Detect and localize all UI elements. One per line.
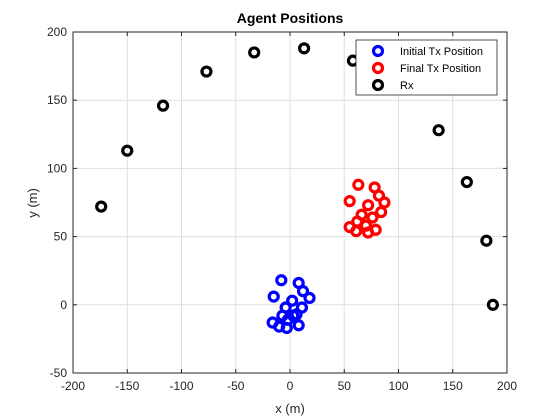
final-tx-point: [366, 211, 379, 224]
initial-tx-point: [303, 291, 316, 305]
final-tx-point: [343, 195, 356, 208]
y-tick-label: 150: [47, 93, 67, 107]
x-tick-label: 0: [287, 379, 294, 393]
initial-tx-point: [292, 319, 305, 332]
initial-tx-point: [267, 290, 280, 303]
legend: Initial Tx Position Final Tx Position Rx: [355, 39, 498, 96]
legend-marker-rx: [371, 78, 385, 92]
axes: [72, 31, 508, 374]
legend-label-initial: Initial Tx Position: [400, 46, 483, 58]
x-tick-label: 50: [338, 379, 352, 393]
initial-tx-point: [286, 294, 299, 307]
legend-marker-initial: [371, 44, 385, 58]
x-axis-title: x (m): [275, 401, 305, 416]
tick-labels: -200 -150 -100 -50 0 50 100 150 200 -50 0 50 100 150 2…: [47, 25, 517, 393]
x-tick-label: 200: [497, 379, 517, 393]
final-tx-point: [350, 225, 363, 238]
legend-marker-final: [371, 61, 385, 75]
rx-point: [480, 234, 493, 247]
x-tick-label: -150: [115, 379, 139, 393]
rx-point: [460, 175, 473, 189]
initial-tx-point: [280, 321, 293, 335]
y-tick-label: 100: [47, 161, 67, 175]
final-tx-point: [352, 178, 365, 191]
rx-point: [486, 298, 499, 311]
y-tick-label: 50: [54, 230, 68, 244]
y-tick-label: 0: [60, 298, 67, 312]
rx-point: [156, 99, 170, 112]
rx-point: [248, 46, 261, 59]
y-tick-label: -50: [50, 366, 68, 380]
legend-box: [355, 39, 498, 96]
x-tick-label: -200: [61, 379, 85, 393]
legend-label-rx: Rx: [400, 80, 414, 92]
x-tick-label: -50: [227, 379, 245, 393]
initial-tx-point: [287, 309, 300, 322]
rx-point: [432, 124, 445, 137]
y-tick-label: 200: [47, 25, 67, 39]
legend-label-final: Final Tx Position: [400, 63, 481, 75]
chart-title: Agent Positions: [237, 10, 344, 26]
x-tick-label: 100: [388, 379, 408, 393]
y-axis-title: y (m): [25, 188, 40, 218]
data-points: [95, 42, 499, 335]
x-tick-label: 150: [443, 379, 463, 393]
rx-point: [95, 200, 108, 213]
rx-point: [200, 65, 213, 78]
initial-tx-point: [296, 285, 310, 298]
final-tx-point: [362, 199, 375, 212]
rx-point: [121, 144, 134, 157]
rx-point: [298, 42, 311, 55]
final-tx-point: [375, 205, 388, 219]
x-tick-label: -100: [169, 379, 193, 393]
final-tx-point: [369, 223, 382, 236]
initial-tx-point: [275, 274, 288, 287]
